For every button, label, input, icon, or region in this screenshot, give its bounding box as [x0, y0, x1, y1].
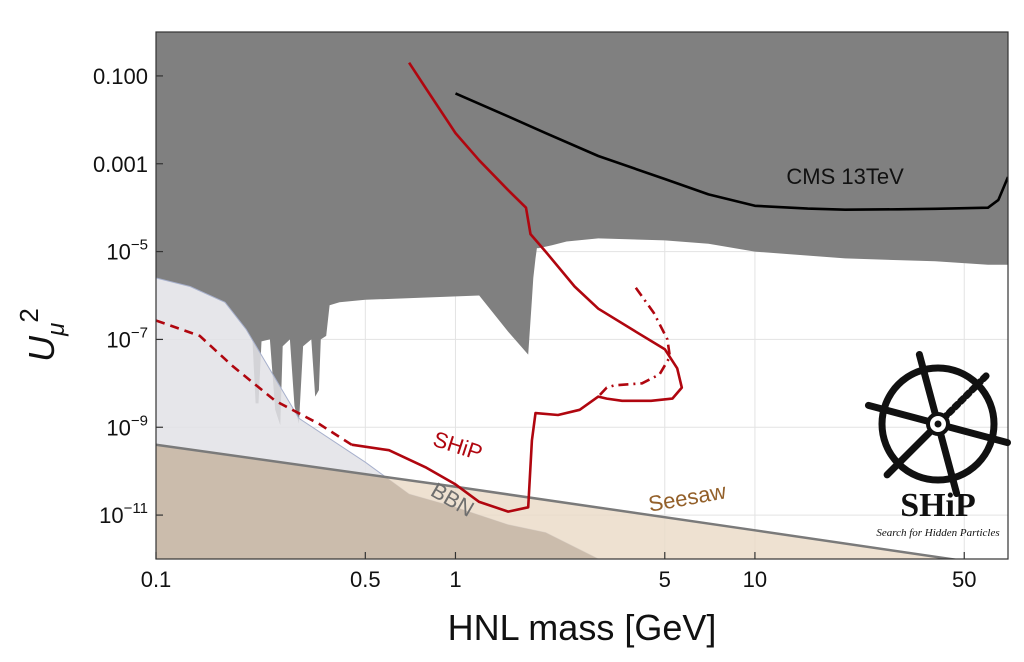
- plot-clip-group: [156, 32, 1008, 559]
- x-tick-label: 0.5: [350, 567, 381, 592]
- wheel-spoke: [915, 350, 940, 420]
- x-tick-label: 0.1: [141, 567, 172, 592]
- plot-frame: [155, 31, 1009, 560]
- x-tick-label: 1: [449, 567, 461, 592]
- y-tick-label: 0.100: [93, 64, 148, 89]
- annotation-cms-13tev: CMS 13TeV: [786, 164, 904, 189]
- wheel-spoke: [942, 422, 1012, 447]
- logo-title: SHiP: [900, 487, 976, 524]
- axes: 0.1 0.5 1 5 10 50 0.100 0.001 10−5 10−7 10−9 10−11 H…: [14, 31, 1009, 648]
- x-tick-label: 10: [743, 567, 767, 592]
- ship-dashed-line: [156, 319, 353, 446]
- plot-area: [156, 32, 1008, 559]
- ship-logo: SHiP Search for Hidden Particles: [864, 350, 1012, 539]
- excluded-region: [156, 32, 1008, 426]
- cms-13tev-line: [454, 92, 1008, 211]
- bbn-seesaw-overlap: [156, 444, 599, 559]
- wheel-spoke: [940, 369, 993, 422]
- ship-sensitivity-line: [351, 61, 684, 513]
- x-tick-label: 50: [952, 567, 976, 592]
- y-axis-label: Uμ2: [14, 308, 70, 362]
- wheel-spoke: [936, 428, 961, 498]
- y-tick-label: 10−11: [99, 500, 148, 528]
- y-tick-label: 10−9: [106, 412, 148, 440]
- x-tick-label: 5: [659, 567, 671, 592]
- wheel-spoke: [864, 401, 934, 426]
- wheel-center: [934, 420, 942, 428]
- y-tick-label: 10−7: [106, 324, 148, 352]
- ship-wheel-icon: [864, 350, 1012, 498]
- seesaw-line: [156, 443, 960, 559]
- wheel-spoke: [883, 426, 936, 479]
- logo-subtitle: Search for Hidden Particles: [876, 527, 999, 539]
- wheel-rim: [878, 364, 998, 484]
- x-axis-label: HNL mass [GeV]: [448, 607, 717, 648]
- y-tick-label: 10−5: [106, 237, 148, 265]
- y-tick-label: 0.001: [93, 152, 148, 177]
- ship-dashdot-line: [597, 287, 672, 398]
